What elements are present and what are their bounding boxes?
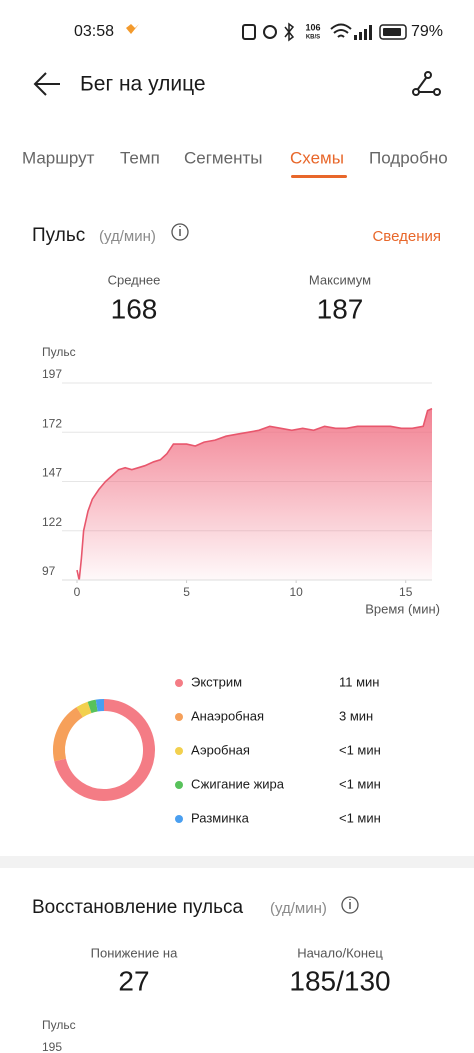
tab[interactable]: Темп [120,148,160,167]
battery-level [383,28,401,36]
legend-label: Анаэробная [191,708,264,723]
legend-value: <1 мин [339,810,381,825]
info-icon[interactable] [171,223,189,241]
x-axis-label: Время (мин) [365,601,440,616]
wifi-icon [330,23,352,38]
legend-dot [175,781,183,789]
info-icon[interactable] [341,896,359,914]
stat-label: Среднее [108,272,161,287]
donut-segment [53,707,84,762]
divider [0,856,474,868]
signal-icon [354,25,372,40]
section-unit: (уд/мин) [99,228,156,245]
y-tick-label: 197 [42,367,62,381]
battery-percent: 79% [411,23,443,40]
page-title: Бег на улице [80,73,206,96]
details-link[interactable]: Сведения [372,228,441,245]
x-tick-label: 5 [183,585,190,599]
status-time: 03:58 [74,23,114,40]
stat-label: Понижение на [91,945,178,960]
tab[interactable]: Подробно [369,148,448,167]
legend-label: Сжигание жира [191,776,285,791]
net-speed: 106 [305,22,320,32]
stat-value: 187 [317,293,364,324]
legend-dot [175,713,183,721]
legend-value: <1 мин [339,742,381,757]
x-tick-label: 15 [399,585,413,599]
tab[interactable]: Маршрут [22,148,95,167]
battery-icon [379,24,407,40]
legend-label: Разминка [191,810,250,825]
net-unit: KB/S [306,35,320,41]
y-tick-label: 195 [42,1040,62,1053]
route-button[interactable] [412,71,441,96]
y-tick-label: 172 [42,416,62,430]
legend-dot [175,815,183,823]
nfc-icon [242,24,256,40]
legend-label: Аэробная [191,742,250,757]
y-tick-label: 122 [42,515,62,529]
area [77,408,432,580]
legend-value: 11 мин [339,674,380,689]
stat-label: Максимум [309,272,371,287]
back-button[interactable] [33,72,60,96]
donut-segment [95,699,105,712]
legend-dot [175,679,183,687]
legend-dot [175,747,183,755]
bluetooth-icon [284,22,295,42]
stat-value: 185/130 [289,965,390,996]
stat-value: 27 [118,965,149,996]
x-tick-label: 0 [74,585,81,599]
tab[interactable]: Сегменты [184,148,262,167]
section-title: Пульс [32,225,85,246]
section-title: Восстановление пульса [32,897,243,918]
x-tick-label: 10 [289,585,303,599]
y-axis-label: Пульс [42,345,76,359]
stat-value: 168 [111,293,158,324]
section-unit: (уд/мин) [270,900,327,917]
legend-value: <1 мин [339,776,381,791]
donut-segment [76,701,92,718]
tab[interactable]: Схемы [290,148,344,167]
legend-value: 3 мин [339,708,373,723]
y-tick-label: 147 [42,466,62,480]
donut-segment [54,699,155,801]
legend-label: Экстрим [191,674,242,689]
stat-label: Начало/Конец [297,945,383,960]
tab-indicator [291,175,347,178]
y-axis-label: Пульс [42,1018,76,1032]
alarm-icon [263,25,277,39]
status-icon [126,24,139,34]
line [76,407,433,581]
y-tick-label: 97 [42,564,56,578]
donut-segment [87,699,98,714]
